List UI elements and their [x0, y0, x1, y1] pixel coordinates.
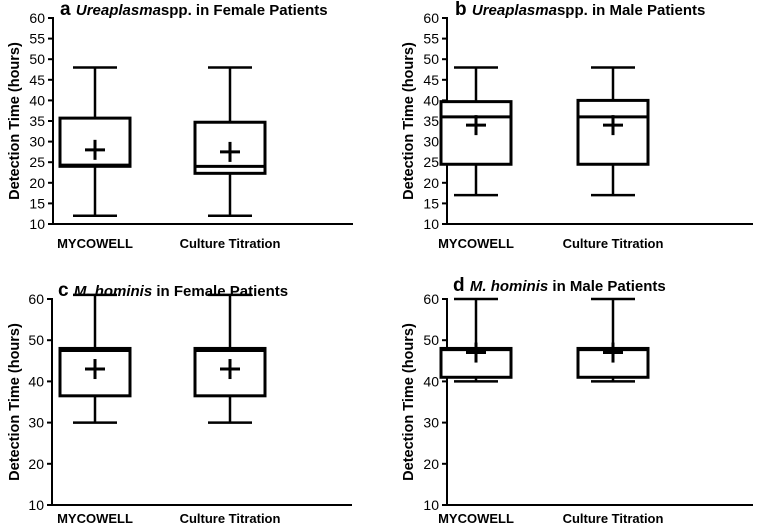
- y-tick-label: 60: [423, 10, 439, 26]
- y-tick-label: 50: [29, 51, 45, 67]
- y-tick-label: 25: [423, 154, 439, 170]
- y-tick-label: 30: [29, 134, 45, 150]
- panel-letter: b: [455, 0, 472, 20]
- panel-d: d M. hominis in Male Patients 10 20 30 40 50 6…: [401, 275, 753, 526]
- panel-title: c M. hominis in Female Patients: [58, 280, 288, 301]
- panel-c: c M. hominis in Female Patients 10 20 30 40 5…: [7, 280, 352, 526]
- y-tick-label: 30: [423, 134, 439, 150]
- y-tick-label: 50: [423, 51, 439, 67]
- panel-title-organism: Ureaplasma: [472, 2, 557, 19]
- y-tick-label: 55: [423, 31, 439, 47]
- y-tick-label: 55: [29, 31, 45, 47]
- category-label: MYCOWELL: [57, 236, 133, 251]
- y-tick-label: 10: [29, 216, 45, 232]
- y-tick-label: 30: [423, 415, 439, 431]
- box-mycowell: [439, 66, 513, 197]
- y-tick-label: 35: [423, 113, 439, 129]
- y-tick-label: 60: [29, 10, 45, 26]
- category-label: Culture Titration: [563, 236, 664, 251]
- y-tick-label: 10: [423, 216, 439, 232]
- box-culture-titration: [576, 66, 650, 197]
- y-axis-title: Detection Time (hours): [401, 42, 417, 200]
- category-label: Culture Titration: [180, 236, 281, 251]
- y-tick-label: 45: [423, 72, 439, 88]
- box-mycowell: [58, 293, 132, 424]
- panel-letter: c: [58, 280, 74, 301]
- y-tick-label: 50: [423, 332, 439, 348]
- category-label: MYCOWELL: [57, 511, 133, 526]
- y-axis-title: Detection Time (hours): [7, 323, 23, 481]
- y-tick-label: 20: [28, 456, 44, 472]
- y-tick-label: 20: [29, 175, 45, 191]
- y-tick-label: 35: [29, 113, 45, 129]
- y-tick-label: 60: [423, 291, 439, 307]
- panel-title-rest: in Male Patients: [548, 278, 666, 295]
- panel-title: a Ureaplasmaspp. in Female Patients: [60, 0, 328, 20]
- y-tick-label: 45: [29, 72, 45, 88]
- y-tick-label: 15: [29, 195, 45, 211]
- y-tick-label: 40: [28, 373, 44, 389]
- y-tick-label: 10: [28, 497, 44, 513]
- panel-letter: d: [453, 275, 470, 296]
- iqr-box: [193, 120, 267, 175]
- y-tick-label: 40: [423, 373, 439, 389]
- y-axis-title: Detection Time (hours): [401, 323, 417, 481]
- category-label: MYCOWELL: [438, 511, 514, 526]
- y-tick-label: 20: [423, 456, 439, 472]
- y-tick-label: 25: [29, 154, 45, 170]
- panel-title-organism: Ureaplasma: [76, 2, 161, 19]
- panel-a: a Ureaplasmaspp. in Female Patients 10 15 2…: [7, 0, 353, 251]
- y-tick-label: 50: [28, 332, 44, 348]
- box-mycowell: [58, 66, 132, 218]
- category-label: MYCOWELL: [438, 236, 514, 251]
- box-culture-titration: [193, 66, 267, 218]
- y-tick-label: 40: [423, 92, 439, 108]
- panel-title: d M. hominis in Male Patients: [453, 275, 666, 296]
- panel-title-organism: M. hominis: [470, 278, 548, 295]
- y-axis-title: Detection Time (hours): [7, 42, 23, 200]
- y-tick-label: 10: [423, 497, 439, 513]
- box-culture-titration: [576, 297, 650, 383]
- panel-title-organism: M. hominis: [74, 283, 152, 300]
- y-tick-label: 30: [28, 415, 44, 431]
- box-mycowell: [439, 297, 513, 383]
- panel-title-rest: spp. in Male Patients: [557, 2, 705, 19]
- y-tick-label: 20: [423, 175, 439, 191]
- panel-title-rest: in Female Patients: [152, 283, 288, 300]
- panel-title-rest: spp. in Female Patients: [161, 2, 328, 19]
- y-tick-label: 40: [29, 92, 45, 108]
- y-tick-label: 60: [28, 291, 44, 307]
- panel-letter: a: [60, 0, 76, 20]
- y-tick-label: 15: [423, 195, 439, 211]
- box-culture-titration: [193, 293, 267, 424]
- category-label: Culture Titration: [180, 511, 281, 526]
- panel-title: b Ureaplasmaspp. in Male Patients: [455, 0, 705, 20]
- panel-b: b Ureaplasmaspp. in Male Patients 10 15 20 2…: [401, 0, 753, 251]
- category-label: Culture Titration: [563, 511, 664, 526]
